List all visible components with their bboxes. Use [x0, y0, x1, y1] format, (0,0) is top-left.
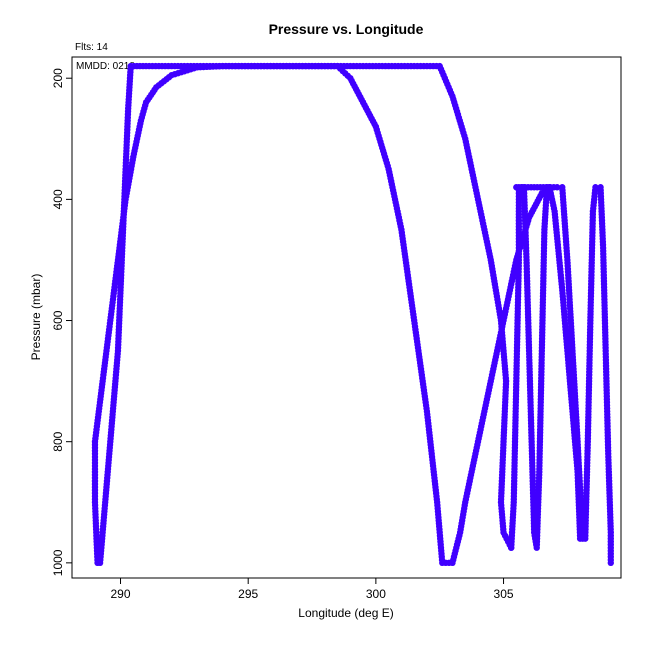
y-tick-label: 600: [51, 310, 65, 330]
date-annotation: MMDD: 0218: [76, 61, 135, 72]
flights-annotation: Flts: 14: [75, 42, 108, 53]
chart-title: Pressure vs. Longitude: [269, 21, 424, 37]
x-tick-label: 300: [366, 587, 386, 601]
y-axis-label: Pressure (mbar): [29, 274, 43, 361]
y-tick-label: 1000: [51, 549, 65, 576]
y-tick-label: 400: [51, 189, 65, 209]
x-tick-label: 290: [111, 587, 131, 601]
data-point: [608, 560, 614, 566]
y-tick-label: 800: [51, 431, 65, 451]
y-tick-label: 200: [51, 68, 65, 88]
x-axis-label: Longitude (deg E): [298, 606, 393, 620]
data-point: [577, 535, 583, 541]
x-tick-label: 305: [494, 587, 514, 601]
x-tick-label: 295: [238, 587, 258, 601]
